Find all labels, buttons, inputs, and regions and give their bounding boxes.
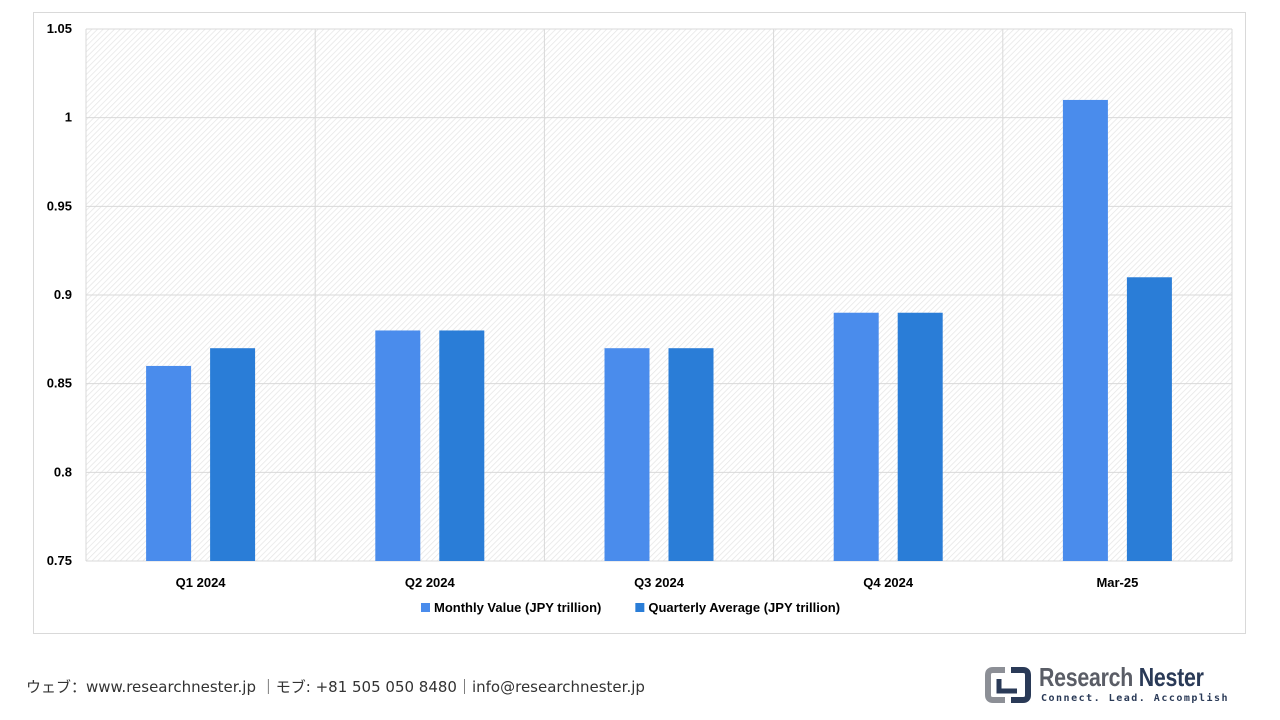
bars <box>146 99 1172 561</box>
bar <box>439 330 485 561</box>
x-tick-label: Q2 2024 <box>405 575 456 590</box>
x-tick-label: Mar-25 <box>1096 575 1138 590</box>
y-tick-label: 0.75 <box>47 553 72 568</box>
y-tick-label: 1 <box>65 110 72 125</box>
x-axis-tick-labels: Q1 2024 Q2 2024 Q3 2024 Q4 2024 Mar-25 <box>176 575 1139 590</box>
legend-label: Quarterly Average (JPY trillion) <box>648 600 840 615</box>
bar <box>833 312 879 561</box>
bar <box>375 330 421 561</box>
logo-tagline: Connect. Lead. Accomplish <box>1041 693 1230 704</box>
y-axis-tick-labels: 0.75 0.8 0.85 0.9 0.95 1 1.05 <box>47 21 72 568</box>
legend-swatch <box>635 603 645 612</box>
y-tick-label: 1.05 <box>47 21 72 36</box>
y-tick-label: 0.9 <box>54 287 72 302</box>
logo-name: Research Nester <box>1039 662 1204 693</box>
legend-swatch <box>421 603 430 612</box>
bar <box>897 312 943 561</box>
legend-label: Monthly Value (JPY trillion) <box>434 600 601 615</box>
x-tick-label: Q3 2024 <box>634 575 685 590</box>
logo-name-nester: Nester <box>1138 662 1204 692</box>
x-tick-label: Q4 2024 <box>863 575 914 590</box>
bar <box>1062 99 1108 561</box>
chart-frame: 0.75 0.8 0.85 0.9 0.95 1 1.05 Q1 2024 Q2 2024 Q3… <box>33 12 1246 634</box>
bar-chart: 0.75 0.8 0.85 0.9 0.95 1 1.05 Q1 2024 Q2 2024 Q3… <box>47 21 1233 615</box>
logo-name-research: Research <box>1039 662 1134 692</box>
bar <box>604 348 650 561</box>
bar <box>210 348 256 561</box>
research-nester-logo: Research Nester Connect. Lead. Accomplis… <box>985 662 1235 710</box>
bar <box>1126 277 1172 561</box>
bar <box>146 365 192 561</box>
bar <box>668 348 714 561</box>
logo-mark-icon <box>985 667 1031 703</box>
y-tick-label: 0.8 <box>54 464 72 479</box>
legend: Monthly Value (JPY trillion) Quarterly Av… <box>421 600 840 615</box>
gridlines <box>85 28 1233 562</box>
footer-contact-info: ウェブ：www.researchnester.jp ｜モブ: +81 505 0… <box>26 678 645 696</box>
y-tick-label: 0.85 <box>47 376 72 391</box>
y-tick-label: 0.95 <box>47 198 72 213</box>
x-tick-label: Q1 2024 <box>176 575 227 590</box>
